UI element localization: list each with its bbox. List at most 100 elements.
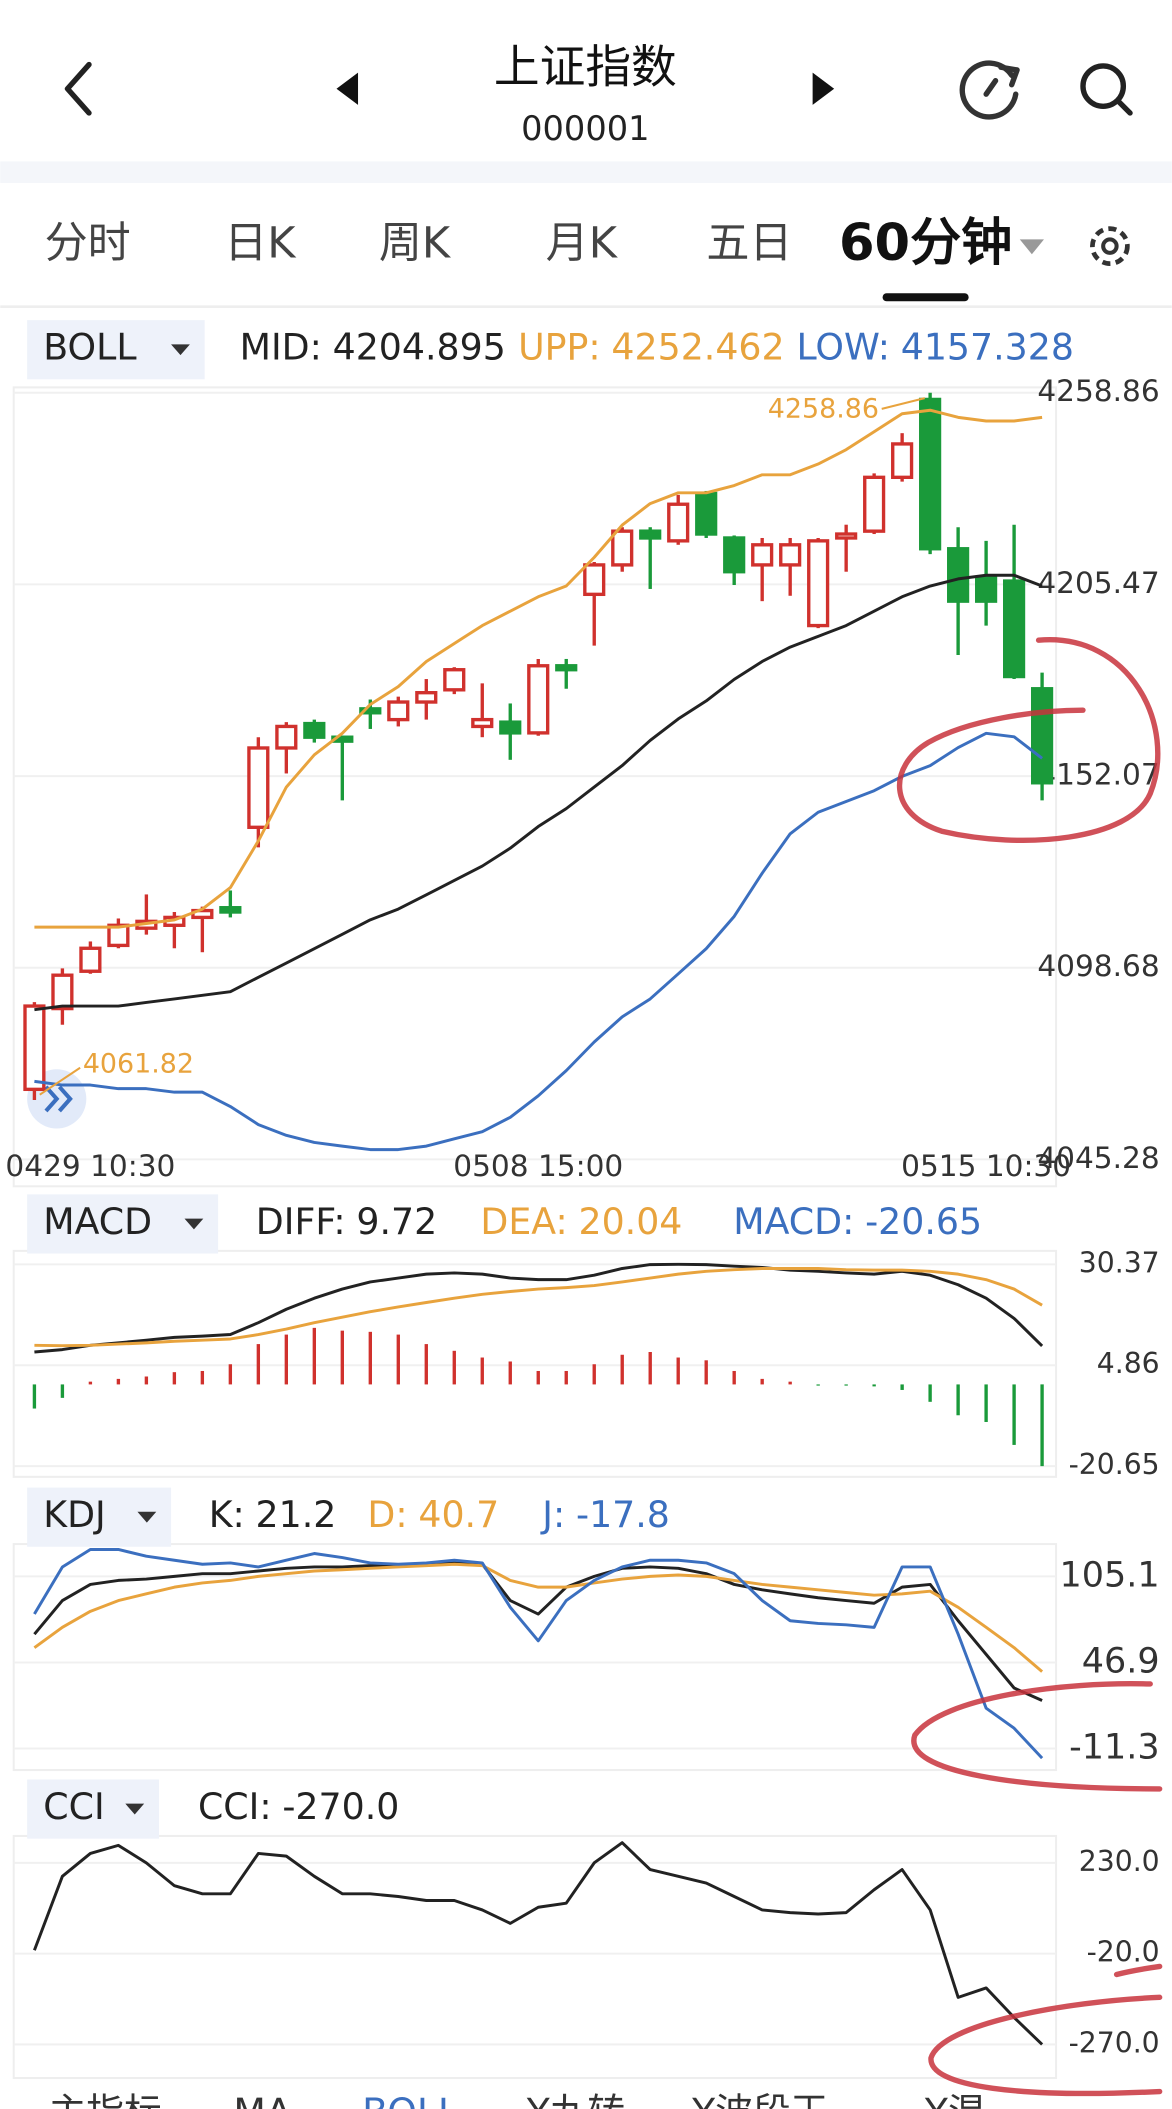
- candle-body: [891, 442, 914, 479]
- legend-name: CCI:: [198, 1785, 272, 1828]
- bottom-tab[interactable]: Y混: [924, 2090, 986, 2109]
- bottom-tab[interactable]: 主指标: [49, 2090, 162, 2109]
- selector-arrow: [125, 1803, 145, 1815]
- candle-body: [275, 724, 298, 750]
- candle-body: [919, 397, 942, 551]
- candle-body: [975, 576, 998, 603]
- candle-body: [387, 700, 410, 722]
- indicator-line: [34, 731, 1044, 1152]
- bottom-tab[interactable]: BOLL: [362, 2090, 459, 2109]
- x-tick-label: 0515 10:30: [901, 1149, 1071, 1183]
- indicator-selector[interactable]: [27, 1194, 219, 1254]
- y-tick-label: 4045.28: [1037, 1141, 1159, 1175]
- y-tick-label: 4.86: [1097, 1347, 1160, 1380]
- candle-body: [107, 923, 130, 948]
- candle-body: [807, 539, 830, 628]
- indicator-line: [33, 1561, 1043, 1702]
- bottom-tab[interactable]: Y九转: [526, 2090, 625, 2109]
- legend-value: -17.8: [576, 1493, 670, 1536]
- bottom-tab[interactable]: Y波段王: [691, 2090, 828, 2109]
- back-button[interactable]: [64, 61, 92, 116]
- search-lens: [1080, 63, 1127, 109]
- indicator-line: [34, 408, 1043, 929]
- candle-body: [247, 746, 270, 829]
- max-leader: [881, 397, 925, 410]
- min-leader: [39, 1066, 81, 1096]
- y-tick-label: -270.0: [1069, 2026, 1160, 2059]
- indicator-selector[interactable]: [27, 320, 205, 380]
- x-tick-label: 0508 15:00: [453, 1149, 623, 1183]
- candle-body: [863, 475, 886, 533]
- x-tick-label: 0429 10:30: [5, 1149, 175, 1183]
- period-tab[interactable]: 五日: [706, 219, 792, 269]
- legend-value: 20.04: [578, 1200, 682, 1243]
- legend-item: UPP: 4252.462: [518, 326, 785, 369]
- legend-name: D:: [367, 1493, 407, 1536]
- candle-body: [1003, 579, 1026, 679]
- gear-hub: [1101, 237, 1119, 255]
- candle-body: [51, 973, 74, 1011]
- refresh-arc: [959, 60, 1019, 120]
- max-label: 4258.86: [768, 394, 879, 425]
- legend-value: 4204.895: [333, 326, 506, 369]
- y-tick-label: -11.3: [1069, 1728, 1159, 1768]
- hand-circle: [896, 637, 1161, 844]
- y-tick-label: 4152.07: [1037, 758, 1159, 792]
- refresh-arrow: [998, 64, 1020, 88]
- stock-code: 000001: [521, 109, 649, 148]
- y-tick-label: 4258.86: [1037, 374, 1159, 408]
- divider-band: [0, 161, 1172, 183]
- prev-button[interactable]: [336, 72, 359, 105]
- tab-underline: [882, 293, 969, 302]
- indicator-line: [33, 1562, 1044, 1673]
- candle-body: [303, 721, 326, 739]
- candle-body: [611, 529, 634, 567]
- panel-frame: [12, 1249, 1058, 1478]
- legend-value: 4252.462: [611, 326, 784, 369]
- legend-item: CCI: -270.0: [198, 1785, 399, 1828]
- selector-arrow: [171, 344, 190, 356]
- indicator-name: KDJ: [43, 1493, 105, 1536]
- indicator-line: [34, 1267, 1043, 1348]
- panel-frame: [12, 1543, 1058, 1772]
- settings-button[interactable]: [1090, 226, 1130, 266]
- period-dropdown[interactable]: [1019, 239, 1044, 255]
- hand-circle: [911, 1680, 1163, 1792]
- candle-body: [415, 691, 438, 704]
- indicator-name: CCI: [43, 1785, 104, 1828]
- y-tick-label: -20.65: [1069, 1448, 1160, 1481]
- refresh-button[interactable]: [959, 60, 1020, 120]
- hand-circle: [928, 1963, 1163, 2097]
- legend-name: K:: [209, 1493, 245, 1536]
- charts: 分时 日K 周K 月K 五日 60分钟 BOLL MID: 4204.895 UPP: 4252.4…: [5, 214, 1159, 2109]
- y-tick-label: -20.0: [1087, 1936, 1160, 1969]
- period-tab[interactable]: 周K: [379, 219, 452, 269]
- indicator-line: [34, 1262, 1044, 1354]
- legend-name: MID:: [240, 326, 322, 369]
- indicator-name: BOLL: [43, 326, 137, 369]
- legend-item: DIFF: 9.72: [256, 1200, 437, 1243]
- legend-value: 21.2: [256, 1493, 337, 1536]
- search-button[interactable]: [1080, 63, 1133, 116]
- candle-body: [639, 529, 662, 540]
- legend-name: MACD:: [733, 1200, 854, 1243]
- bottom-tab[interactable]: MA: [233, 2090, 291, 2109]
- legend-item: K: 21.2: [209, 1493, 337, 1536]
- expand-chevrons: [44, 1085, 73, 1113]
- legend-value: 4157.328: [901, 326, 1074, 369]
- period-tab[interactable]: 分时: [45, 219, 131, 269]
- period-tab[interactable]: 60分钟: [839, 214, 1012, 273]
- panel-frame: [12, 386, 1058, 1188]
- period-tab[interactable]: 月K: [546, 219, 619, 269]
- next-button[interactable]: [812, 72, 835, 105]
- page-title: 上证指数: [494, 40, 677, 93]
- candle-body: [471, 717, 494, 729]
- candle-body: [583, 563, 606, 597]
- legend-value: 40.7: [418, 1493, 499, 1536]
- legend-item: MACD: -20.65: [733, 1200, 982, 1243]
- period-tab[interactable]: 日K: [224, 219, 297, 269]
- candle-body: [555, 664, 578, 672]
- legend-name: J:: [540, 1493, 565, 1536]
